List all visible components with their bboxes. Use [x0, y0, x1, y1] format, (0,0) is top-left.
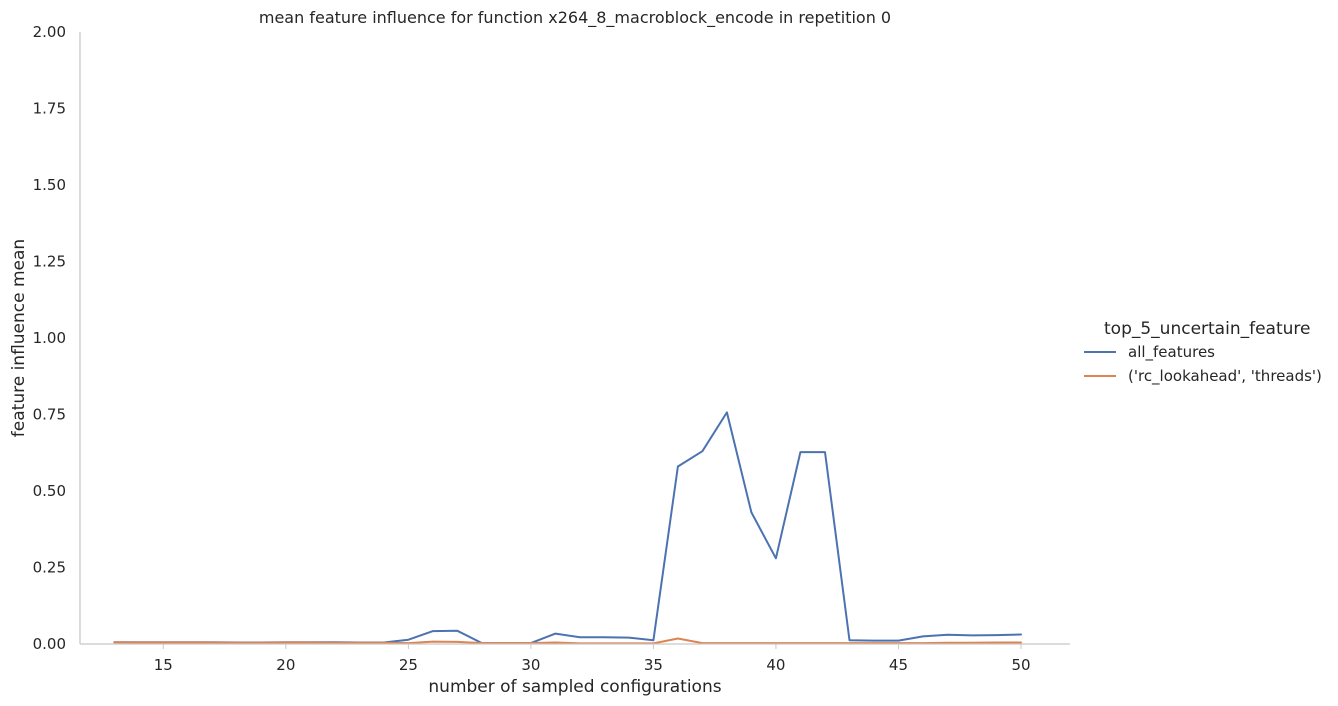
y-tick-label: 1.25	[33, 253, 66, 271]
x-axis-label: number of sampled configurations	[428, 677, 721, 697]
y-tick-label: 2.00	[33, 23, 66, 41]
y-tick-label: 0.75	[33, 406, 66, 424]
x-tick-label: 45	[889, 656, 908, 674]
y-tick-label: 1.50	[33, 176, 66, 194]
x-tick-label: 40	[766, 656, 785, 674]
plot-area: 0.00 0.25 0.50 0.75 1.00 1.25 1.50 1.75 2.00 15 2…	[33, 23, 1070, 674]
x-tick-label: 20	[276, 656, 295, 674]
series-group	[113, 411, 1022, 645]
legend-label: all_features	[1128, 343, 1215, 362]
y-tick-label: 0.25	[33, 559, 66, 577]
series-line-1	[113, 637, 1022, 645]
x-tick-label: 15	[154, 656, 173, 674]
y-tick-label: 0.50	[33, 482, 66, 500]
legend-label: ('rc_lookahead', 'threads')	[1128, 367, 1322, 386]
x-tick-label: 35	[644, 656, 663, 674]
y-ticks: 0.00 0.25 0.50 0.75 1.00 1.25 1.50 1.75 2.00	[33, 23, 66, 653]
x-tick-label: 50	[1011, 656, 1030, 674]
legend: top_5_uncertain_feature all_features ('rc…	[1084, 319, 1322, 386]
chart-title: mean feature influence for function x264…	[259, 8, 891, 28]
y-tick-label: 1.75	[33, 100, 66, 118]
series-line-0	[113, 411, 1022, 645]
x-ticks: 15 20 25 30 35 40 45 50	[154, 644, 1031, 674]
legend-items: all_features ('rc_lookahead', 'threads')	[1084, 343, 1322, 386]
legend-title: top_5_uncertain_feature	[1104, 319, 1310, 339]
x-tick-label: 25	[399, 656, 418, 674]
y-tick-label: 0.00	[33, 635, 66, 653]
y-axis-label: feature influence mean	[9, 239, 29, 437]
x-tick-label: 30	[521, 656, 540, 674]
y-tick-label: 1.00	[33, 329, 66, 347]
